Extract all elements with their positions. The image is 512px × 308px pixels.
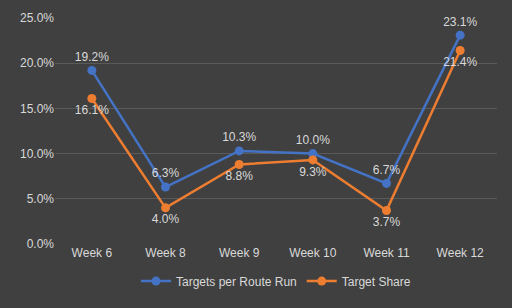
- svg-text:23.1%: 23.1%: [443, 15, 477, 29]
- svg-text:Week 10: Week 10: [289, 246, 336, 260]
- svg-text:10.3%: 10.3%: [222, 130, 256, 144]
- svg-text:20.0%: 20.0%: [20, 56, 54, 70]
- svg-text:8.8%: 8.8%: [225, 169, 253, 183]
- svg-text:Targets per Route Run: Targets per Route Run: [176, 275, 297, 289]
- svg-text:Week 8: Week 8: [145, 246, 186, 260]
- svg-text:10.0%: 10.0%: [20, 147, 54, 161]
- svg-text:0.0%: 0.0%: [27, 237, 55, 251]
- svg-text:10.0%: 10.0%: [296, 133, 330, 147]
- svg-text:Week 12: Week 12: [437, 246, 484, 260]
- svg-text:Target Share: Target Share: [342, 275, 411, 289]
- svg-text:9.3%: 9.3%: [299, 165, 327, 179]
- svg-text:Week 6: Week 6: [72, 246, 113, 260]
- svg-text:21.4%: 21.4%: [443, 55, 477, 69]
- svg-text:19.2%: 19.2%: [75, 50, 109, 64]
- svg-text:6.3%: 6.3%: [152, 166, 180, 180]
- svg-text:25.0%: 25.0%: [20, 11, 54, 25]
- svg-text:3.7%: 3.7%: [373, 215, 401, 229]
- svg-text:Week 9: Week 9: [219, 246, 260, 260]
- svg-text:15.0%: 15.0%: [20, 102, 54, 116]
- svg-text:16.1%: 16.1%: [75, 103, 109, 117]
- svg-text:6.7%: 6.7%: [373, 163, 401, 177]
- svg-text:4.0%: 4.0%: [152, 212, 180, 226]
- svg-text:Week 11: Week 11: [363, 246, 410, 260]
- svg-text:5.0%: 5.0%: [27, 192, 55, 206]
